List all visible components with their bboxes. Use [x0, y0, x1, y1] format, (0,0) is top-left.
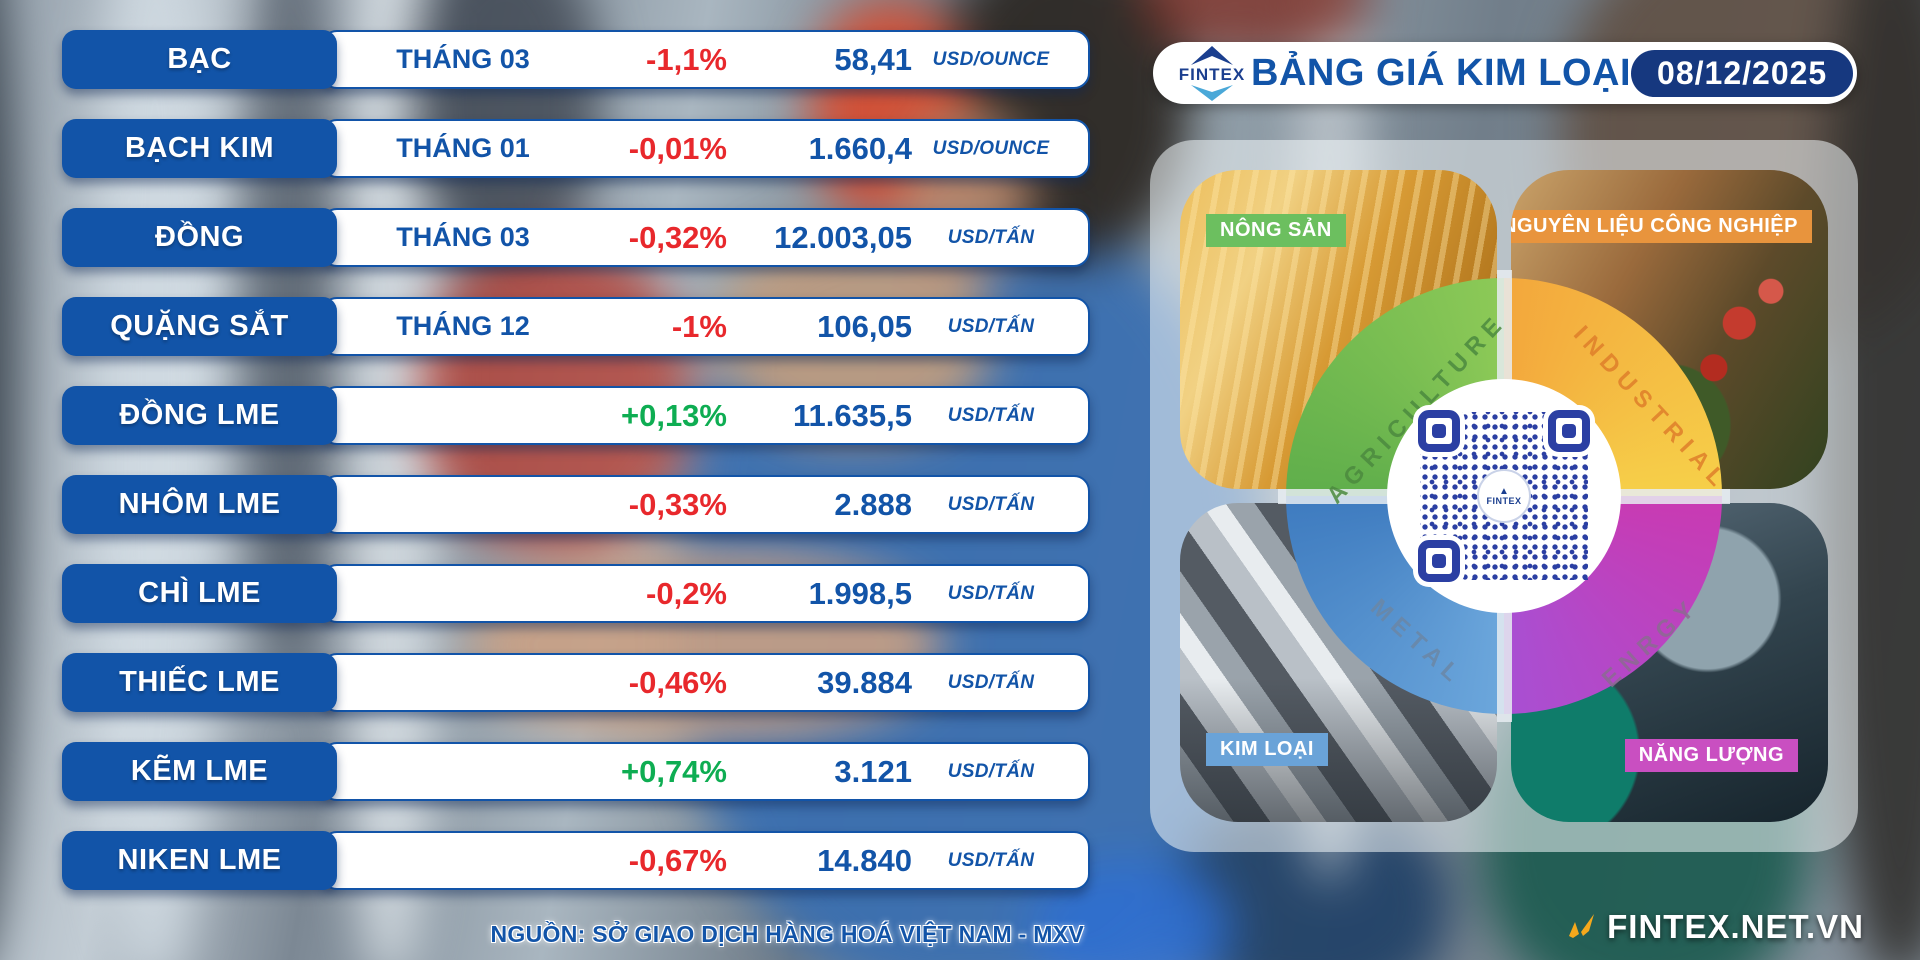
commodity-name: ĐỒNG: [62, 208, 337, 267]
price-card: -0,46% 39.884 USD/TẤN: [321, 653, 1090, 712]
label-industrial: NGUYÊN LIỆU CÔNG NGHIỆP: [1511, 210, 1812, 243]
price-value: 14.840: [817, 842, 912, 878]
table-row: NIKEN LME -0,67% 14.840 USD/TẤN: [62, 831, 1090, 890]
price-value: 11.635,5: [793, 397, 912, 433]
price-card: +0,74% 3.121 USD/TẤN: [321, 742, 1090, 801]
commodity-label: QUẶNG SẮT: [110, 310, 289, 342]
sector-panel: NÔNG SẢN NGUYÊN LIỆU CÔNG NGHIỆP KIM LOẠ…: [1150, 140, 1858, 852]
label-metal: KIM LOẠI: [1206, 733, 1328, 766]
page-title: BẢNG GIÁ KIM LOẠI: [1251, 51, 1632, 94]
price-value: 106,05: [817, 308, 912, 344]
table-row: ĐỒNG THÁNG 03 -0,32% 12.003,05 USD/TẤN: [62, 208, 1090, 267]
qr-center-logo: ▲ FINTEX: [1477, 469, 1531, 523]
commodity-name: THIẾC LME: [62, 653, 337, 712]
qr-finder-icon: [1418, 410, 1460, 452]
price-value: 1.998,5: [808, 575, 912, 611]
commodity-name: NIKEN LME: [62, 831, 337, 890]
label-energy: NĂNG LƯỢNG: [1624, 739, 1798, 772]
table-row: BẠC THÁNG 03 -1,1% 58,41 USD/OUNCE: [62, 30, 1090, 89]
spark-icon: [1569, 914, 1595, 938]
price-value: 1.660,4: [808, 130, 912, 166]
contract-month: THÁNG 01: [396, 133, 530, 163]
price-unit: USD/OUNCE: [932, 137, 1050, 159]
website-branding: FINTEX.NET.VN: [1564, 908, 1864, 946]
data-source-caption: NGUỒN: SỞ GIAO DỊCH HÀNG HOÁ VIỆT NAM - …: [490, 921, 1084, 947]
price-card: +0,13% 11.635,5 USD/TẤN: [321, 386, 1090, 445]
label-agriculture: NÔNG SẢN: [1206, 214, 1346, 247]
fintex-logo-icon: FINTEX: [1179, 46, 1245, 101]
date-badge: 08/12/2025: [1631, 49, 1854, 97]
price-unit: USD/TẤN: [947, 760, 1035, 782]
commodity-name: BẠC: [62, 30, 337, 89]
qr-code: ▲ FINTEX: [1418, 410, 1590, 582]
commodity-label: BẠCH KIM: [125, 132, 274, 164]
change-percent: +0,13%: [620, 397, 727, 433]
commodity-label: CHÌ LME: [138, 577, 261, 609]
chevron-up-icon: ▲: [1499, 485, 1509, 497]
qr-finder-icon: [1548, 410, 1590, 452]
contract-month: THÁNG 03: [396, 222, 530, 252]
commodity-label: KẼM LME: [130, 755, 269, 787]
change-percent: -0,2%: [646, 575, 727, 611]
price-unit: USD/TẤN: [947, 849, 1035, 871]
price-card: -0,33% 2.888 USD/TẤN: [321, 475, 1090, 534]
contract-month: THÁNG 12: [396, 311, 530, 341]
change-percent: -1%: [671, 308, 727, 344]
qr-circle: ▲ FINTEX: [1387, 379, 1621, 613]
table-row: BẠCH KIM THÁNG 01 -0,01% 1.660,4 USD/OUN…: [62, 119, 1090, 178]
commodity-name: KẼM LME: [62, 742, 337, 801]
change-percent: -0,32%: [628, 219, 727, 255]
price-card: THÁNG 03 -1,1% 58,41 USD/OUNCE: [321, 30, 1090, 89]
price-value: 12.003,05: [774, 219, 912, 255]
commodity-name: CHÌ LME: [62, 564, 337, 623]
commodity-label: ĐỒNG: [155, 221, 244, 253]
price-value: 39.884: [817, 664, 912, 700]
change-percent: -0,01%: [628, 130, 727, 166]
price-unit: USD/TẤN: [947, 582, 1035, 604]
price-unit: USD/TẤN: [947, 404, 1035, 426]
change-percent: -0,46%: [628, 664, 727, 700]
price-value: 58,41: [834, 41, 912, 77]
price-value: 2.888: [834, 486, 912, 522]
commodity-label: NHÔM LME: [118, 488, 281, 520]
price-unit: USD/TẤN: [947, 493, 1035, 515]
commodity-name: BẠCH KIM: [62, 119, 337, 178]
change-percent: -1,1%: [646, 41, 727, 77]
price-card: -0,2% 1.998,5 USD/TẤN: [321, 564, 1090, 623]
commodity-name: NHÔM LME: [62, 475, 337, 534]
table-row: CHÌ LME -0,2% 1.998,5 USD/TẤN: [62, 564, 1090, 623]
price-unit: USD/TẤN: [947, 226, 1035, 248]
table-row: THIẾC LME -0,46% 39.884 USD/TẤN: [62, 653, 1090, 712]
commodity-label: NIKEN LME: [117, 844, 282, 876]
qr-finder-icon: [1418, 540, 1460, 582]
commodity-name: ĐỒNG LME: [62, 386, 337, 445]
price-card: -0,67% 14.840 USD/TẤN: [321, 831, 1090, 890]
commodity-label: ĐỒNG LME: [119, 399, 280, 431]
commodity-name: QUẶNG SẮT: [62, 297, 337, 356]
commodity-label: BẠC: [167, 43, 232, 75]
price-unit: USD/TẤN: [947, 315, 1035, 337]
fintex-logo-text: FINTEX: [1179, 65, 1245, 84]
table-row: NHÔM LME -0,33% 2.888 USD/TẤN: [62, 475, 1090, 534]
contract-month: THÁNG 03: [396, 44, 530, 74]
table-row: KẼM LME +0,74% 3.121 USD/TẤN: [62, 742, 1090, 801]
change-percent: -0,67%: [628, 842, 727, 878]
price-card: THÁNG 01 -0,01% 1.660,4 USD/OUNCE: [321, 119, 1090, 178]
website-url: FINTEX.NET.VN: [1607, 908, 1864, 945]
table-row: QUẶNG SẮT THÁNG 12 -1% 106,05 USD/TẤN: [62, 297, 1090, 356]
sector-quadrants: NÔNG SẢN NGUYÊN LIỆU CÔNG NGHIỆP KIM LOẠ…: [1180, 170, 1828, 822]
change-percent: +0,74%: [620, 753, 727, 789]
change-percent: -0,33%: [628, 486, 727, 522]
price-value: 3.121: [834, 753, 912, 789]
price-table: BẠC THÁNG 03 -1,1% 58,41 USD/OUNCE BẠCH …: [62, 30, 1090, 890]
price-card: THÁNG 12 -1% 106,05 USD/TẤN: [321, 297, 1090, 356]
panel-header: FINTEX BẢNG GIÁ KIM LOẠI 08/12/2025: [1153, 42, 1857, 104]
price-unit: USD/OUNCE: [932, 48, 1050, 70]
price-card: THÁNG 03 -0,32% 12.003,05 USD/TẤN: [321, 208, 1090, 267]
price-unit: USD/TẤN: [947, 671, 1035, 693]
commodity-label: THIẾC LME: [119, 666, 280, 698]
qr-brand-text: FINTEX: [1486, 495, 1522, 506]
table-row: ĐỒNG LME +0,13% 11.635,5 USD/TẤN: [62, 386, 1090, 445]
